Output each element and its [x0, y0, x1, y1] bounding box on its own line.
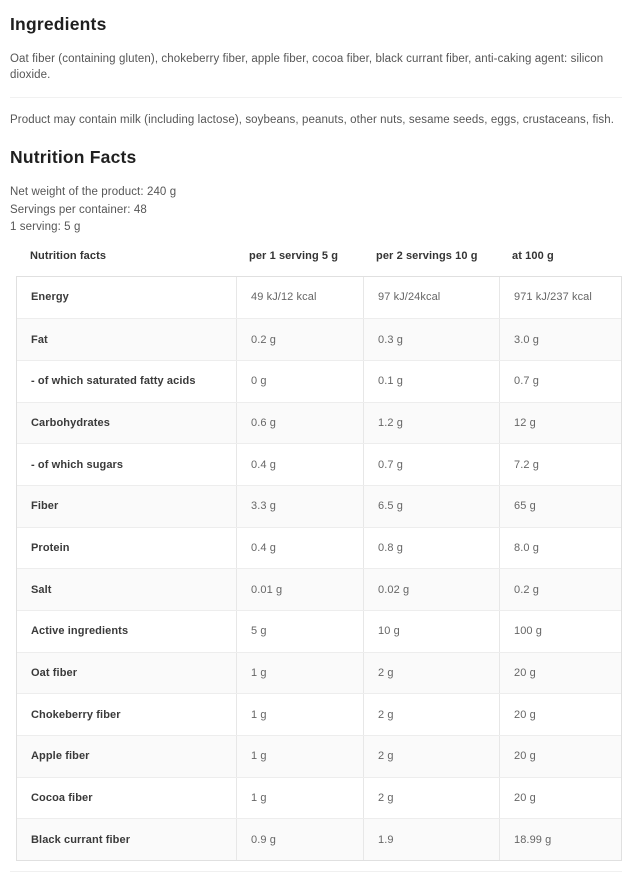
- per-2-servings-value-cell: 6.5 g: [363, 485, 499, 527]
- per-100g-value-cell: 8.0 g: [499, 527, 621, 569]
- section-spacer: [10, 128, 622, 145]
- table-row: Fat 0.2 g 0.3 g 3.0 g: [17, 318, 621, 360]
- table-row: Fiber 3.3 g 6.5 g 65 g: [17, 484, 621, 527]
- per-100g-value-cell: 20 g: [499, 652, 621, 694]
- per-serving-value-cell: 49 kJ/12 kcal: [236, 276, 363, 319]
- nutrient-label-cell: Chokeberry fiber: [31, 708, 121, 721]
- nutrient-label-cell: - of which saturated fatty acids: [31, 375, 196, 388]
- per-2-servings-value-cell: 0.02 g: [363, 569, 499, 610]
- per-serving-value-cell: 1 g: [236, 694, 363, 736]
- per-2-servings-value-cell: 10 g: [363, 611, 499, 652]
- per-100g-value-cell: 18.99 g: [499, 819, 621, 861]
- nutrient-label-cell: Fiber: [31, 500, 59, 513]
- per-100g-value-cell: 7.2 g: [499, 444, 621, 485]
- allergen-notice-text: Product may contain milk (including lact…: [10, 114, 615, 126]
- per-100g-value-cell: 100 g: [499, 611, 621, 652]
- per-100g-value-cell: 65 g: [499, 485, 621, 527]
- ingredients-composition-text: Oat fiber (containing gluten), chokeberr…: [10, 53, 604, 81]
- nutrient-label-cell: Energy: [31, 291, 69, 304]
- per-serving-value-cell: 0 g: [236, 360, 363, 402]
- column-header-nutrition-facts: Nutrition facts: [30, 249, 107, 262]
- column-header-at-100g: at 100 g: [512, 249, 554, 262]
- table-row: Apple fiber 1 g 2 g 20 g: [17, 735, 621, 777]
- per-2-servings-value-cell: 0.3 g: [363, 319, 499, 360]
- table-row: - of which saturated fatty acids 0 g 0.1…: [17, 359, 621, 402]
- nutrient-label-cell: Oat fiber: [31, 667, 78, 680]
- column-header-per-2-servings: per 2 servings 10 g: [376, 249, 478, 262]
- per-100g-value-cell: 20 g: [499, 694, 621, 736]
- per-100g-value-cell: 12 g: [499, 402, 621, 444]
- nutrient-label-cell: Cocoa fiber: [31, 792, 93, 805]
- per-2-servings-value-cell: 97 kJ/24kcal: [363, 276, 499, 319]
- per-2-servings-value-cell: 1.9: [363, 819, 499, 861]
- per-2-servings-value-cell: 0.1 g: [363, 360, 499, 402]
- per-serving-value-cell: 1 g: [236, 736, 363, 777]
- nutrition-facts-title: Nutrition Facts: [10, 147, 137, 167]
- table-row: Salt 0.01 g 0.02 g 0.2 g: [17, 568, 621, 610]
- per-serving-value-cell: 5 g: [236, 611, 363, 652]
- table-row: Carbohydrates 0.6 g 1.2 g 12 g: [17, 401, 621, 444]
- nutrition-summary: Net weight of the product: 240 g Serving…: [10, 184, 622, 237]
- nutrient-label-cell: Protein: [31, 541, 70, 554]
- nutrient-label-cell: Black currant fiber: [31, 833, 131, 846]
- per-serving-value-cell: 0.4 g: [236, 527, 363, 569]
- per-2-servings-value-cell: 2 g: [363, 694, 499, 736]
- per-serving-value-cell: 0.2 g: [236, 319, 363, 360]
- per-serving-value-cell: 1 g: [236, 652, 363, 694]
- table-row: Chokeberry fiber 1 g 2 g 20 g: [17, 693, 621, 736]
- nutrient-label-cell: - of which sugars: [31, 458, 124, 471]
- table-row: Energy 49 kJ/12 kcal 97 kJ/24kcal 971 kJ…: [17, 276, 621, 319]
- per-serving-value-cell: 0.01 g: [236, 569, 363, 610]
- per-2-servings-value-cell: 1.2 g: [363, 402, 499, 444]
- nutrient-label-cell: Fat: [31, 333, 48, 346]
- per-2-servings-value-cell: 2 g: [363, 736, 499, 777]
- table-row: Protein 0.4 g 0.8 g 8.0 g: [17, 526, 621, 569]
- servings-per-container-line: Servings per container: 48: [10, 203, 147, 216]
- nutrient-label-cell: Salt: [31, 583, 52, 596]
- per-serving-value-cell: 3.3 g: [236, 485, 363, 527]
- paragraph-divider: [10, 97, 622, 98]
- per-serving-value-cell: 0.4 g: [236, 444, 363, 485]
- table-row: Cocoa fiber 1 g 2 g 20 g: [17, 776, 621, 819]
- nutrition-table-body: Energy 49 kJ/12 kcal 97 kJ/24kcal 971 kJ…: [16, 275, 622, 862]
- per-100g-value-cell: 0.2 g: [499, 569, 621, 610]
- nutrient-label-cell: Apple fiber: [31, 750, 90, 763]
- table-row: - of which sugars 0.4 g 0.7 g 7.2 g: [17, 443, 621, 485]
- column-header-per-1-serving: per 1 serving 5 g: [249, 249, 339, 262]
- table-row: Active ingredients 5 g 10 g 100 g: [17, 610, 621, 652]
- ingredients-title: Ingredients: [10, 14, 107, 34]
- per-2-servings-value-cell: 0.7 g: [363, 444, 499, 485]
- serving-size-line: 1 serving: 5 g: [10, 221, 81, 233]
- net-weight-line: Net weight of the product: 240 g: [10, 186, 177, 198]
- per-100g-value-cell: 0.7 g: [499, 360, 621, 402]
- per-serving-value-cell: 1 g: [236, 777, 363, 819]
- per-serving-value-cell: 0.9 g: [236, 819, 363, 861]
- nutrient-label-cell: Carbohydrates: [31, 416, 110, 429]
- nutrition-table-header-row: Nutrition facts per 1 serving 5 g per 2 …: [16, 250, 622, 276]
- per-100g-value-cell: 20 g: [499, 736, 621, 777]
- per-100g-value-cell: 20 g: [499, 777, 621, 819]
- per-100g-value-cell: 3.0 g: [499, 319, 621, 360]
- per-2-servings-value-cell: 2 g: [363, 652, 499, 694]
- per-serving-value-cell: 0.6 g: [236, 402, 363, 444]
- per-2-servings-value-cell: 0.8 g: [363, 527, 499, 569]
- table-row: Oat fiber 1 g 2 g 20 g: [17, 651, 621, 694]
- per-2-servings-value-cell: 2 g: [363, 777, 499, 819]
- nutrition-table-area: Nutrition facts per 1 serving 5 g per 2 …: [16, 250, 622, 862]
- per-100g-value-cell: 971 kJ/237 kcal: [499, 276, 621, 319]
- nutrient-label-cell: Active ingredients: [31, 625, 129, 638]
